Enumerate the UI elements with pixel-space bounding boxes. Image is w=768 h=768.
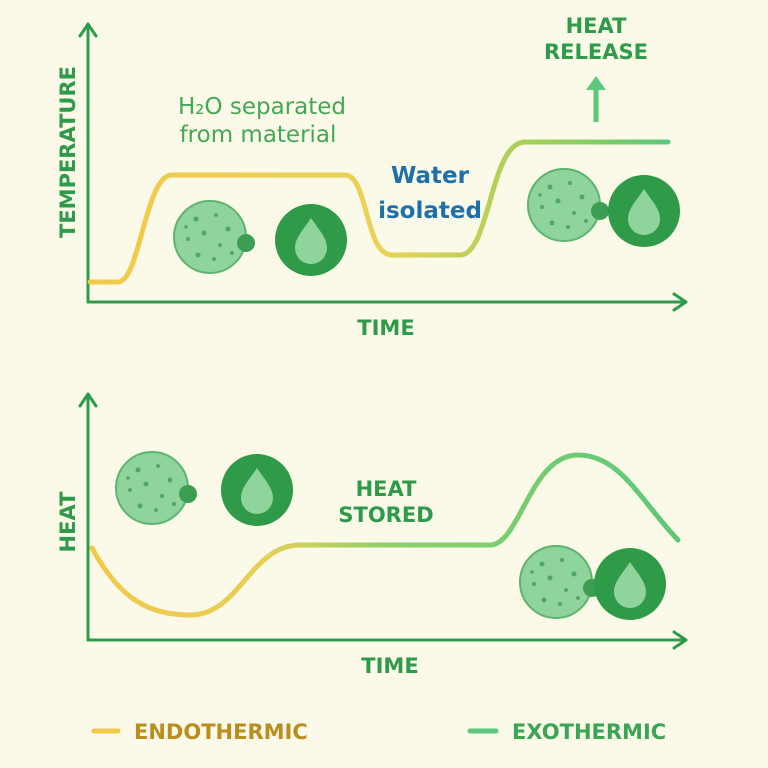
legend-label: EXOTHERMIC [512, 720, 666, 744]
water-icon [221, 454, 293, 526]
note: H₂O separated [178, 94, 346, 120]
y-axis-label: TEMPERATURE [56, 66, 80, 238]
material-icon [519, 545, 602, 619]
arrowhead [78, 22, 98, 38]
arrowhead [672, 292, 688, 312]
arrowhead [78, 392, 98, 408]
water-note: Water [391, 163, 470, 189]
arrowhead [672, 630, 688, 650]
material-icon [527, 168, 610, 242]
note: from material [180, 122, 337, 148]
material-icon [115, 451, 198, 525]
water-icon [594, 548, 666, 620]
y-axis-label: HEAT [56, 491, 80, 553]
release-arrow-head [586, 76, 606, 90]
water-icon [608, 175, 680, 247]
legend: ENDOTHERMIC EXOTHERMIC [91, 720, 666, 744]
water-note: isolated [378, 198, 482, 224]
legend-label: ENDOTHERMIC [134, 720, 308, 744]
x-axis-label: TIME [357, 316, 414, 340]
heat-curve [89, 452, 681, 618]
water-icon [275, 204, 347, 276]
release-note: RELEASE [544, 40, 648, 64]
stored-note: STORED [338, 503, 433, 527]
material-icon [173, 200, 256, 274]
release-note: HEAT [566, 14, 628, 38]
x-axis-label: TIME [361, 654, 418, 678]
top-panel: TEMPERATURE TIME H₂O separated from mate… [56, 14, 688, 340]
bottom-panel: HEAT TIME HEAT STORED [56, 392, 688, 678]
stored-note: HEAT [356, 477, 418, 501]
temperature-curve [87, 139, 671, 285]
